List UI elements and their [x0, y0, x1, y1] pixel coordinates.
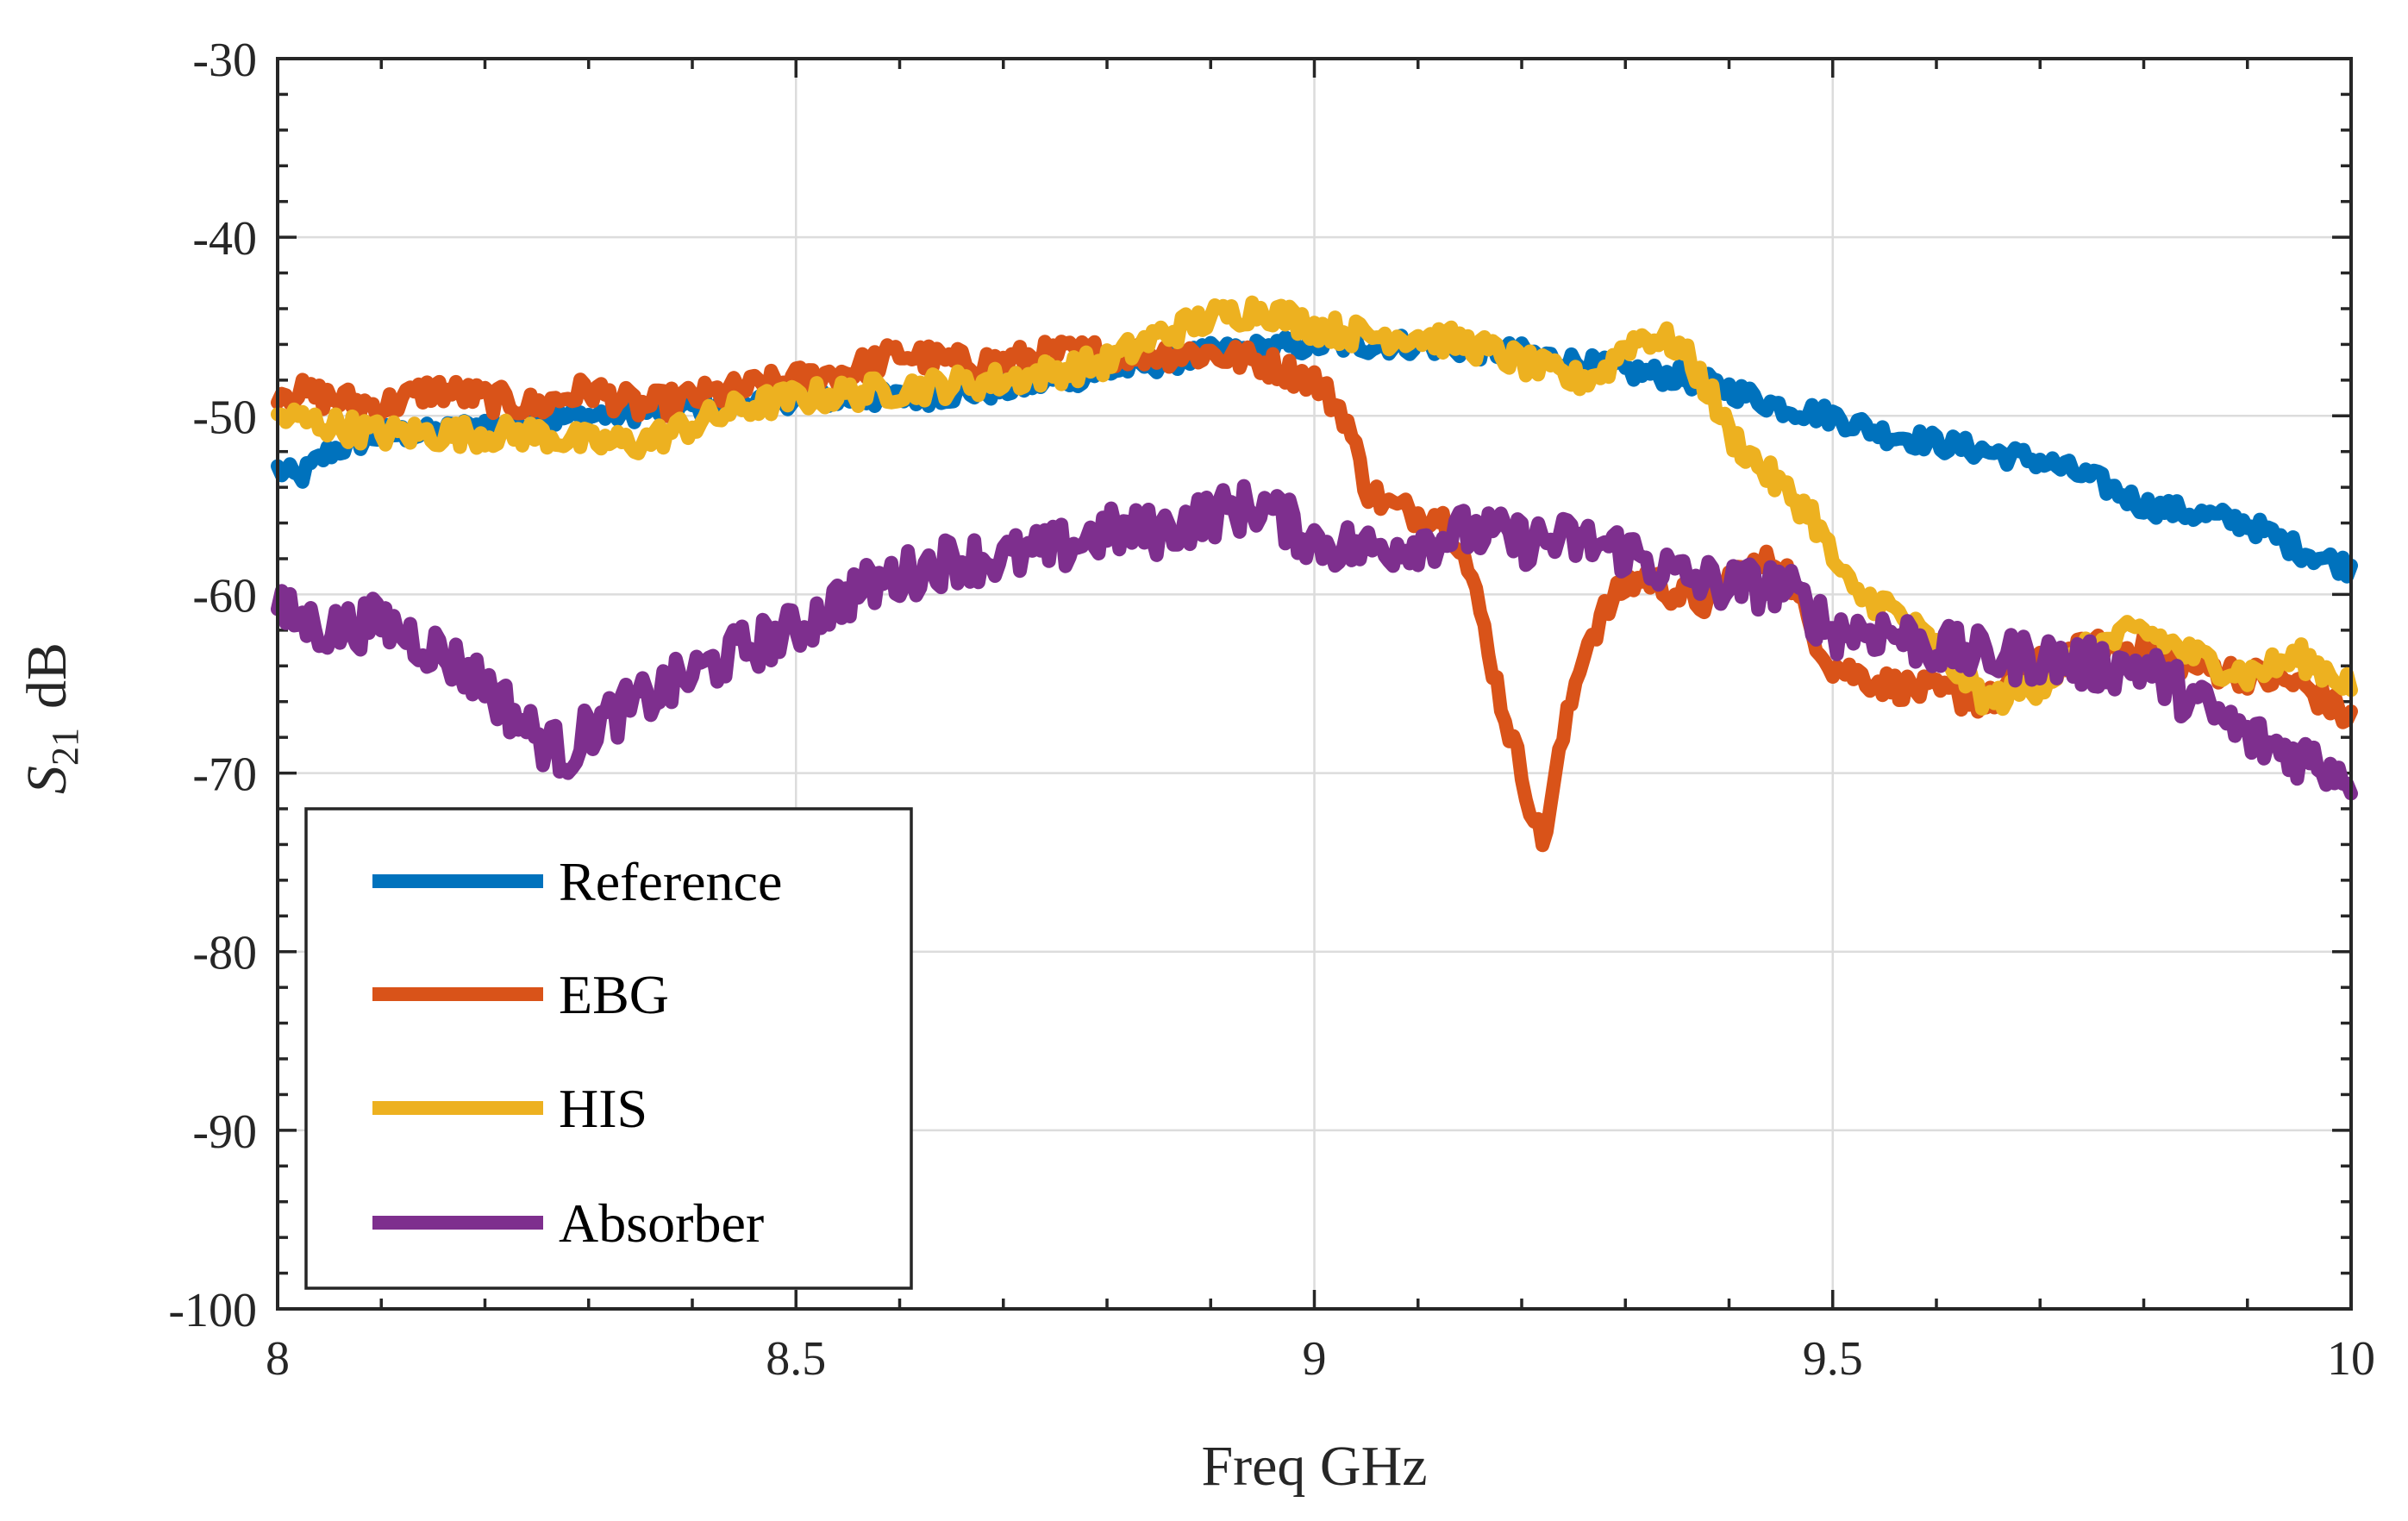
series-line-absorber [271, 479, 2358, 801]
legend-box [304, 807, 913, 1290]
y-tick-label: -100 [168, 1284, 257, 1337]
legend-label-ebg: EBG [559, 964, 669, 1025]
x-tick-label: 8.5 [766, 1332, 826, 1386]
x-tick-label: 10 [2327, 1332, 2375, 1386]
y-tick-label: -50 [192, 391, 257, 444]
x-tick-label: 9.5 [1803, 1332, 1863, 1386]
series-line-his [271, 295, 2358, 717]
y-tick-label: -40 [192, 212, 257, 266]
x-axis-label: Freq GHz [1201, 1435, 1427, 1498]
series-layer [271, 295, 2358, 853]
legend-label-absorber: Absorber [559, 1192, 764, 1254]
y-axis-label-subscript: 21 [44, 728, 86, 766]
y-tick-label: -70 [192, 748, 257, 802]
y-tick-label: -30 [192, 34, 257, 87]
legend-label-reference: Reference [559, 851, 782, 912]
y-tick-label: -60 [192, 569, 257, 623]
y-axis-label-main: S [16, 766, 78, 794]
x-tick-label: 8 [266, 1332, 290, 1386]
plot-frame [276, 57, 2353, 1311]
tick-labels: 8 8.5 9 9.5 10 -100 -90 -80 -70 -60 -50 -40 -30 [168, 34, 2375, 1386]
legend-label-his: HIS [559, 1078, 647, 1139]
y-tick-label: -80 [192, 927, 257, 980]
x-tick-label: 9 [1303, 1332, 1327, 1386]
y-tick-label: -90 [192, 1105, 257, 1159]
y-axis-label: S21 dB [16, 642, 86, 794]
y-axis-label-unit: dB [16, 642, 78, 709]
legend: Reference EBG HIS Absorber [304, 807, 913, 1290]
